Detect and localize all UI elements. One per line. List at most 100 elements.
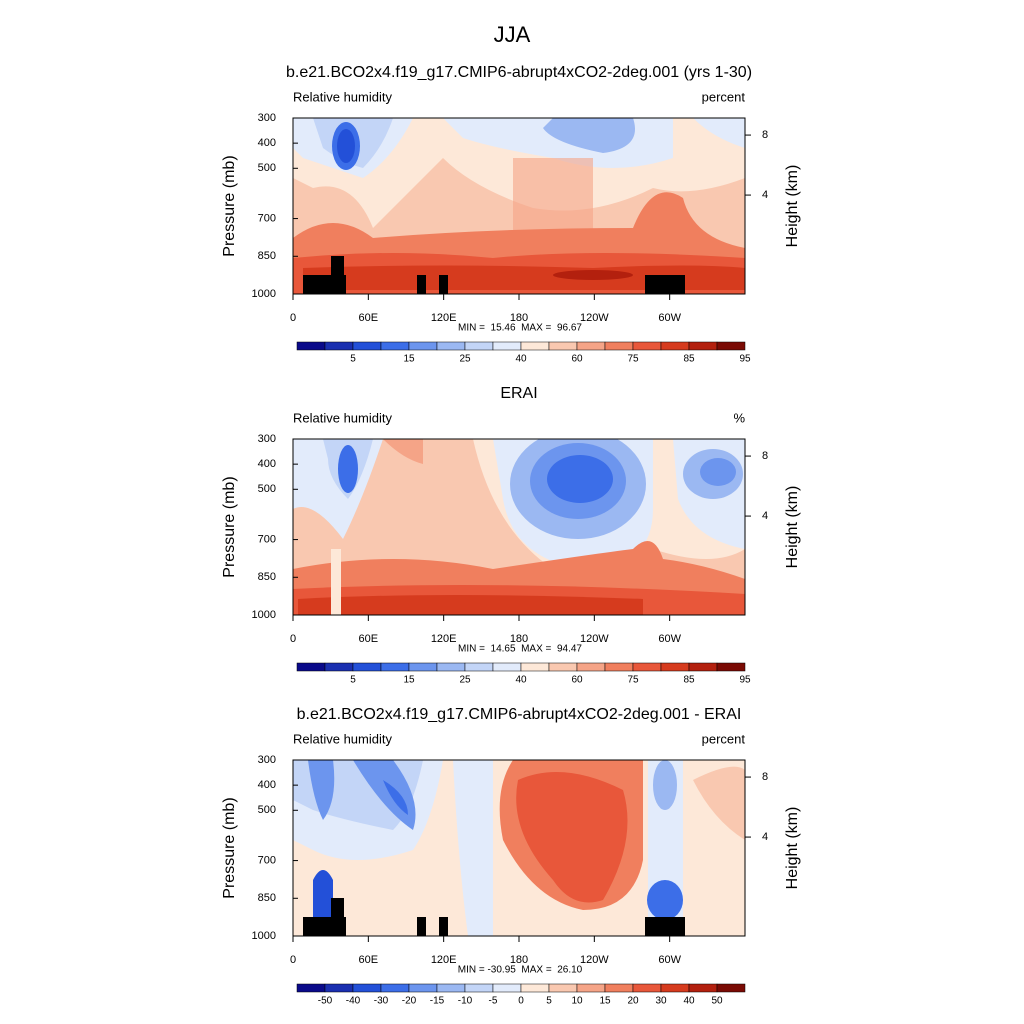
contour-field: [293, 439, 745, 615]
y2-tick-label: 8: [762, 771, 768, 783]
colorbar-box: [716, 983, 746, 993]
y2-tick-label: 8: [762, 129, 768, 141]
y2-axis-label: Height (km): [784, 486, 801, 569]
colorbar-box: [576, 662, 606, 672]
colorbar-box: [296, 341, 326, 351]
y-tick-label: 400: [258, 137, 276, 149]
x-tick-label: 60E: [359, 312, 379, 324]
x-tick-label: 120W: [580, 312, 609, 324]
colorbar-box: [380, 341, 410, 351]
colorbar-label: 40: [515, 675, 527, 686]
colorbar-label: 15: [403, 675, 415, 686]
x-tick-label: 120E: [431, 312, 457, 324]
y2-axis-label: Height (km): [784, 165, 801, 248]
colorbar-label: 85: [683, 354, 695, 365]
x-tick-label: 120W: [580, 954, 609, 966]
y-tick-label: 850: [258, 571, 276, 583]
stats-label: MIN = -30.95 MAX = 26.10: [458, 965, 583, 976]
colorbar-box: [688, 341, 718, 351]
colorbar-label: 5: [546, 996, 552, 1007]
colorbar-label: 25: [459, 675, 471, 686]
colorbar-box: [632, 983, 662, 993]
colorbar-label: 50: [711, 996, 723, 1007]
left-label: Relative humidity: [293, 410, 392, 425]
colorbar-label: 40: [683, 996, 695, 1007]
colorbar-label: -20: [402, 996, 417, 1007]
colorbar-label: 25: [459, 354, 471, 365]
y-tick-label: 1000: [252, 288, 276, 300]
x-tick-label: 0: [290, 954, 296, 966]
y-axis-label: Pressure (mb): [221, 155, 238, 256]
colorbar-box: [660, 983, 690, 993]
x-tick-label: 60E: [359, 954, 379, 966]
y-tick-label: 700: [258, 212, 276, 224]
colorbar-label: 85: [683, 675, 695, 686]
colorbar-label: 60: [571, 675, 583, 686]
y-tick-label: 400: [258, 779, 276, 791]
colorbar-box: [548, 662, 578, 672]
colorbar-box: [492, 662, 522, 672]
y-tick-label: 300: [258, 112, 276, 124]
colorbar-box: [352, 983, 382, 993]
colorbar-label: 75: [627, 675, 639, 686]
stats-label: MIN = 15.46 MAX = 96.67: [458, 323, 582, 334]
x-tick-label: 180: [510, 312, 528, 324]
colorbar-label: 95: [739, 675, 751, 686]
colorbar-box: [296, 983, 326, 993]
contour-field: [293, 760, 745, 936]
colorbar-box: [324, 341, 354, 351]
x-tick-label: 180: [510, 954, 528, 966]
colorbar-label: -10: [458, 996, 473, 1007]
left-label: Relative humidity: [293, 89, 392, 104]
right-label: %: [733, 410, 745, 425]
x-tick-label: 60W: [658, 633, 681, 645]
y-tick-label: 500: [258, 162, 276, 174]
right-label: percent: [702, 89, 746, 104]
colorbar-label: 40: [515, 354, 527, 365]
colorbar-label: 10: [571, 996, 583, 1007]
x-tick-label: 0: [290, 312, 296, 324]
colorbar-label: -50: [318, 996, 333, 1007]
y2-tick-label: 8: [762, 450, 768, 462]
colorbar-label: 30: [655, 996, 667, 1007]
y-tick-label: 700: [258, 854, 276, 866]
colorbar-box: [324, 983, 354, 993]
y-tick-label: 300: [258, 754, 276, 766]
colorbar-box: [576, 983, 606, 993]
x-tick-label: 120E: [431, 954, 457, 966]
colorbar-box: [492, 341, 522, 351]
colorbar-box: [408, 341, 438, 351]
colorbar-box: [324, 662, 354, 672]
colorbar-box: [296, 662, 326, 672]
colorbar-box: [688, 983, 718, 993]
y-tick-label: 1000: [252, 930, 276, 942]
colorbar-label: 5: [350, 354, 356, 365]
colorbar-box: [660, 662, 690, 672]
stats-label: MIN = 14.65 MAX = 94.47: [458, 644, 582, 655]
x-tick-label: 60W: [658, 312, 681, 324]
colorbar-label: 75: [627, 354, 639, 365]
colorbar-label: -30: [374, 996, 389, 1007]
colorbar-box: [716, 662, 746, 672]
y-axis-label: Pressure (mb): [221, 797, 238, 898]
panel-title: b.e21.BCO2x4.f19_g17.CMIP6-abrupt4xCO2-2…: [297, 706, 742, 723]
x-tick-label: 120W: [580, 633, 609, 645]
colorbar-box: [632, 662, 662, 672]
colorbar-box: [520, 341, 550, 351]
colorbar-box: [548, 983, 578, 993]
y-tick-label: 1000: [252, 609, 276, 621]
colorbar-box: [436, 662, 466, 672]
panel-title: ERAI: [500, 385, 537, 402]
colorbar-label: 15: [599, 996, 611, 1007]
colorbar-label: 0: [518, 996, 524, 1007]
colorbar-box: [632, 341, 662, 351]
panel-title: b.e21.BCO2x4.f19_g17.CMIP6-abrupt4xCO2-2…: [286, 64, 752, 81]
colorbar-box: [352, 341, 382, 351]
colorbar-label: 60: [571, 354, 583, 365]
x-tick-label: 60E: [359, 633, 379, 645]
colorbar-box: [380, 662, 410, 672]
colorbar-box: [604, 662, 634, 672]
colorbar-label: -40: [346, 996, 361, 1007]
colorbar-label: 5: [350, 675, 356, 686]
y2-tick-label: 4: [762, 189, 768, 201]
